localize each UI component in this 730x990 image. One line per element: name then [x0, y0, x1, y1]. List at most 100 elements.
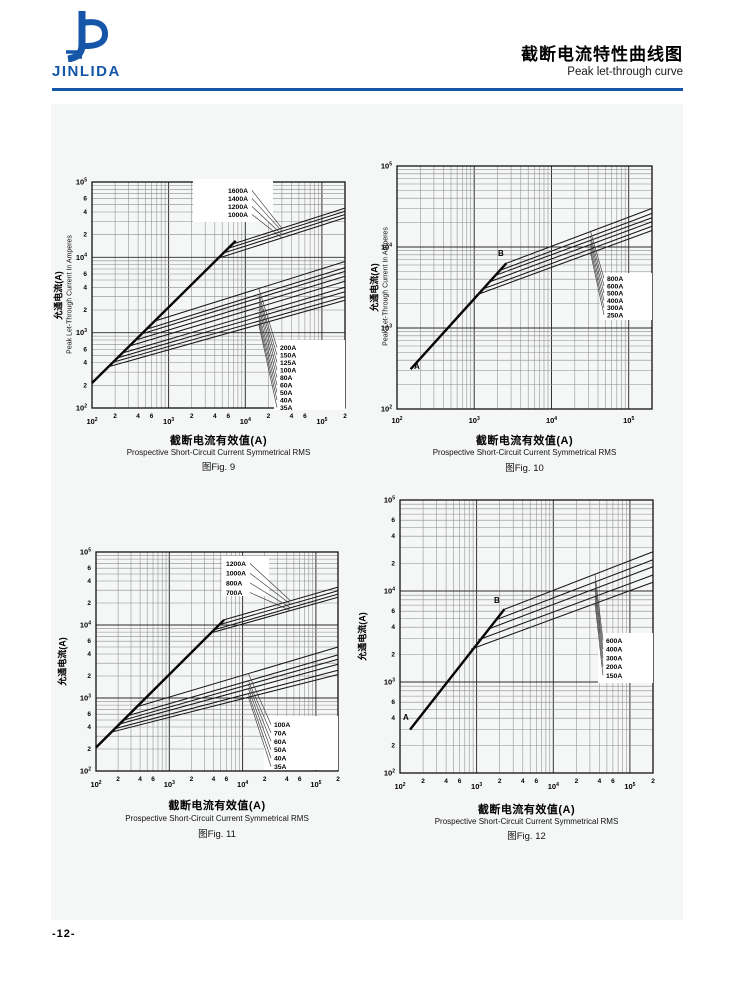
page-number: -12- [52, 928, 76, 940]
svg-text:4: 4 [285, 776, 289, 783]
svg-text:2: 2 [83, 382, 87, 389]
rating-label: 600A [606, 638, 622, 645]
prospective-peak-line [91, 240, 237, 384]
svg-text:102: 102 [90, 780, 101, 789]
legend-leader-line [258, 324, 278, 408]
rating-label: 70A [274, 730, 287, 737]
legend-leader-line [594, 574, 604, 641]
legend-leader-line [249, 582, 291, 609]
legend-leader-line [251, 190, 283, 229]
svg-text:2: 2 [190, 413, 194, 420]
svg-text:102: 102 [391, 416, 402, 425]
svg-text:105: 105 [624, 782, 635, 791]
axis-ticks: 102 2 4 6 103 2 4 6 104 2 4 6 105 2 102 6 4 2 103 6 4 2 104 6 4 2… [76, 177, 347, 426]
chart-figure-svg: 1200A1000A800A700A100A70A60A50A40A35A102… [80, 547, 340, 789]
legend-leader-line [594, 581, 604, 650]
legend-leader-line [258, 302, 278, 371]
legend-leader-line [258, 312, 278, 386]
legend-box [600, 273, 652, 320]
figure-caption: 图Fig. 9 [201, 462, 236, 473]
rating-label: 35A [274, 764, 287, 771]
legend-leader-line [248, 693, 272, 759]
svg-text:4: 4 [444, 778, 448, 785]
legend-box [274, 340, 345, 410]
svg-text:2: 2 [343, 413, 347, 420]
y-axis-label-zh: 允通电流(A) [53, 271, 64, 320]
svg-text:6: 6 [87, 638, 91, 645]
svg-text:103: 103 [471, 782, 482, 791]
svg-text:103: 103 [469, 416, 480, 425]
x-axis-label-zh: 截断电流有效值(A) [475, 435, 574, 447]
legend-leader-line [594, 603, 604, 676]
svg-text:4: 4 [138, 776, 142, 783]
y-axis-label-zh: 允通电流(A) [57, 637, 68, 686]
rating-label: 150A [280, 353, 296, 360]
svg-text:105: 105 [310, 780, 321, 789]
svg-text:6: 6 [150, 413, 154, 420]
svg-text:4: 4 [136, 413, 140, 420]
svg-text:105: 105 [623, 416, 634, 425]
svg-text:102: 102 [80, 766, 91, 775]
svg-text:103: 103 [76, 328, 87, 337]
grid [399, 499, 654, 774]
axis-ticks: 102 2 4 6 103 2 4 6 104 2 4 6 105 2 102 6 4 2 103 6 4 2 104 6 4 2… [384, 495, 655, 791]
svg-text:4: 4 [83, 360, 87, 367]
svg-text:2: 2 [391, 652, 395, 659]
legend-leader-line [258, 288, 278, 348]
svg-text:4: 4 [213, 413, 217, 420]
legend-leader-line [258, 321, 278, 401]
svg-text:4: 4 [391, 715, 395, 722]
svg-text:103: 103 [384, 677, 395, 686]
point-label-B: B [494, 596, 500, 605]
svg-text:6: 6 [391, 699, 395, 706]
figure-caption: 图Fig. 12 [507, 831, 546, 842]
chart-fig11: 1200A 1000A 800A 700A 100A 70A 60A 50A 40A 35A 102… [46, 520, 356, 850]
svg-text:102: 102 [76, 403, 87, 412]
svg-text:2: 2 [113, 413, 117, 420]
svg-text:104: 104 [384, 586, 395, 595]
legend-leader-line [248, 697, 272, 767]
legend-leader-line [251, 214, 283, 239]
series-curves [475, 207, 653, 296]
legend-leader-line [249, 563, 291, 602]
svg-text:102: 102 [384, 768, 395, 777]
legend-leader-line [258, 316, 278, 393]
rating-label: 300A [606, 655, 622, 662]
svg-text:2: 2 [263, 776, 267, 783]
legend-leader-line [590, 249, 605, 308]
svg-text:102: 102 [86, 417, 97, 426]
jinlida-logo: JINLIDA [52, 8, 121, 80]
x-axis-label-zh: 截断电流有效值(A) [168, 800, 266, 812]
svg-text:2: 2 [421, 778, 425, 785]
svg-text:4: 4 [391, 533, 395, 540]
chart-fig12: 600A 400A 300A 200A 150A A B 102 2 4 6 103 2 4 6 104 2 4 6… [350, 476, 682, 850]
legend-leader-line [590, 231, 605, 279]
svg-text:103: 103 [80, 693, 91, 702]
svg-text:6: 6 [391, 517, 395, 524]
figure-caption: 图Fig. 11 [198, 829, 236, 840]
page-title-zh: 截断电流特性曲线图 [521, 45, 683, 64]
rating-label: 1200A [226, 561, 246, 568]
rating-label: 1600A [228, 188, 248, 195]
rating-label: 200A [606, 664, 622, 671]
svg-text:102: 102 [394, 782, 405, 791]
svg-text:2: 2 [498, 778, 502, 785]
svg-text:105: 105 [80, 547, 91, 556]
rating-label: 125A [280, 360, 296, 367]
prospective-peak-line [95, 618, 226, 749]
x-axis-label-en: Prospective Short-Circuit Current Symmet… [432, 448, 617, 457]
y-axis-label-en: Peak Let-Through Current In Amperes [382, 227, 390, 346]
svg-text:104: 104 [546, 416, 557, 425]
svg-text:6: 6 [87, 565, 91, 572]
content-panel [51, 104, 683, 920]
legend-leader-line [248, 684, 272, 742]
legend-leader-line [594, 588, 604, 658]
rating-label: 50A [274, 747, 287, 754]
rating-label: 400A [606, 647, 622, 654]
rating-label: 100A [274, 722, 290, 729]
rating-label: 60A [274, 739, 287, 746]
rating-label: 800A [226, 580, 242, 587]
series-curves [110, 586, 339, 733]
svg-text:4: 4 [83, 209, 87, 216]
svg-text:2: 2 [267, 413, 271, 420]
